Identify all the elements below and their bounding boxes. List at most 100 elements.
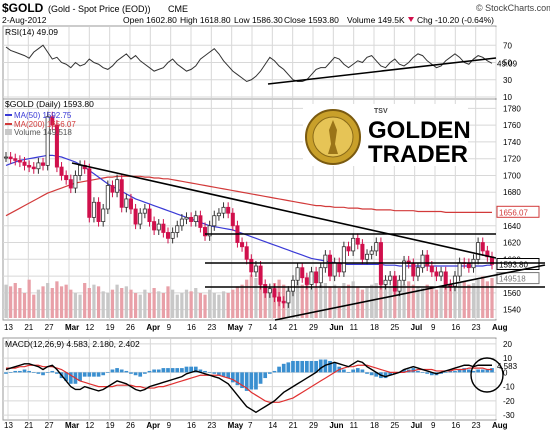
volume-bar xyxy=(309,286,314,318)
volume-bar xyxy=(166,286,170,318)
price-bar xyxy=(452,275,457,287)
watermark: © StockCharts.com xyxy=(476,3,550,13)
macd-line xyxy=(5,360,492,414)
volume-bar xyxy=(41,286,45,318)
price-bar xyxy=(258,265,263,285)
price-bar xyxy=(351,237,356,252)
volume-bar xyxy=(18,288,22,318)
price-bar xyxy=(59,166,64,176)
close-value-label: 1593.80 xyxy=(499,261,528,270)
macd-histogram-bar xyxy=(161,368,166,373)
price-bar xyxy=(420,254,425,269)
price-bar xyxy=(480,242,485,252)
volume-bar xyxy=(453,288,457,318)
volume-bar xyxy=(356,286,360,318)
price-bar xyxy=(402,260,407,281)
macd-histogram-bar xyxy=(129,372,133,374)
price-bar xyxy=(415,267,420,277)
price-bar xyxy=(193,215,198,222)
price-bar xyxy=(295,267,300,281)
rsi-tick-label: 70 xyxy=(503,41,512,50)
macd-histogram-bar xyxy=(328,360,332,373)
macd-histogram-bar xyxy=(170,368,175,373)
volume-bar xyxy=(87,288,91,318)
x-tick-label: 29 xyxy=(309,421,318,430)
macd-histogram-bar xyxy=(291,360,295,373)
volume-bar xyxy=(263,284,267,318)
ma50-line xyxy=(5,154,492,267)
price-bar xyxy=(332,262,337,277)
macd-histogram-bar xyxy=(235,372,240,386)
change-value: Chg -10.20 (-0.64%) xyxy=(417,15,494,25)
price-bar xyxy=(133,208,138,225)
price-bar xyxy=(142,208,147,214)
price-bar xyxy=(397,279,402,292)
macd-histogram-bar xyxy=(152,369,156,373)
x-tick-label: 14 xyxy=(268,421,277,430)
volume-bar xyxy=(346,284,351,318)
rsi-support-trendline xyxy=(267,57,497,85)
macd-histogram-bar xyxy=(45,372,50,373)
price-bar xyxy=(165,232,171,239)
x-tick-label: Jul xyxy=(411,323,423,332)
macd-histogram-bar xyxy=(485,369,490,373)
macd-histogram-bar xyxy=(351,369,355,373)
rsi-last-value: 49.09 xyxy=(497,59,518,68)
price-bar xyxy=(226,206,231,214)
volume-bar xyxy=(471,283,476,318)
macd-histogram-bar xyxy=(258,372,263,384)
volume-bar xyxy=(46,283,50,318)
chart-instrument-name: (Gold - Spot Price (EOD)) xyxy=(48,4,151,14)
macd-histogram-bar xyxy=(92,372,96,377)
volume-bar xyxy=(462,281,466,318)
macd-histogram-bar xyxy=(230,372,235,383)
volume-bar xyxy=(402,284,406,318)
volume-bar xyxy=(194,288,198,318)
macd-histogram-bar xyxy=(68,372,73,384)
x-tick-label: 26 xyxy=(126,323,135,332)
price-bar xyxy=(244,246,249,260)
volume-bar xyxy=(383,284,388,318)
macd-histogram-bar xyxy=(221,372,226,377)
ascending-support-trendline xyxy=(274,264,546,321)
macd-crossover-circle xyxy=(470,357,504,393)
volume-bar xyxy=(351,281,355,318)
price-bar xyxy=(45,116,50,166)
macd-histogram-bar xyxy=(143,372,147,374)
volume-value-label: 149518 xyxy=(499,275,526,284)
price-bar xyxy=(105,185,110,210)
macd-histogram-bar xyxy=(147,370,152,373)
macd-histogram-bar xyxy=(119,369,124,373)
macd-histogram-bar xyxy=(198,369,203,373)
macd-histogram-bar xyxy=(462,368,467,373)
price-bar xyxy=(286,290,291,304)
volume-bar xyxy=(305,283,309,318)
volume-bar xyxy=(314,288,318,318)
x-tick-label: May xyxy=(228,323,244,332)
price-bar xyxy=(392,275,397,292)
price-bar xyxy=(383,279,388,285)
volume-bar xyxy=(467,284,471,318)
price-bar xyxy=(360,243,365,260)
macd-histogram-bar xyxy=(420,372,425,373)
macd-histogram-bar xyxy=(22,369,27,373)
price-bar xyxy=(314,271,319,284)
price-bar xyxy=(184,216,189,220)
macd-histogram-bar xyxy=(110,369,115,373)
price-bar xyxy=(272,288,277,298)
price-bar xyxy=(476,242,481,260)
x-tick-label: 27 xyxy=(45,421,54,430)
volume-bar xyxy=(157,291,161,318)
golden-trader-logo: TSV GOLDEN TRADER xyxy=(303,104,471,168)
macd-histogram-bar xyxy=(217,372,221,376)
volume-bar xyxy=(240,284,244,318)
macd-title: MACD(12,26,9) 4.583, 2.180, 2.402 xyxy=(5,339,140,349)
volume-bars xyxy=(4,274,494,318)
macd-histogram-bar xyxy=(457,369,462,373)
macd-histogram-bar xyxy=(309,360,314,373)
x-tick-label: 9 xyxy=(431,323,436,332)
x-tick-label: May xyxy=(228,421,244,430)
macd-histogram-bar xyxy=(203,370,207,373)
chart-exchange: CME xyxy=(168,4,188,14)
